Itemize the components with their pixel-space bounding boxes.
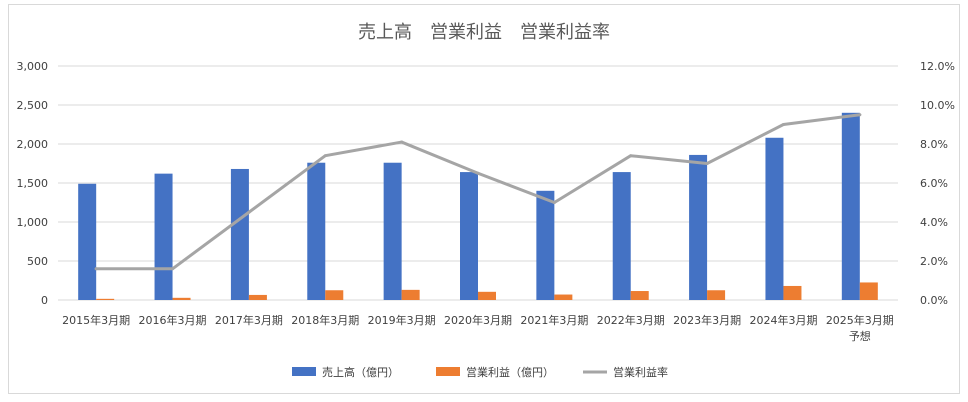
x-tick-label: 2023年3月期 xyxy=(673,313,741,327)
left-tick-label: 500 xyxy=(27,255,48,268)
bars-group xyxy=(78,112,878,300)
sales-bar xyxy=(689,154,708,300)
chart-title: 売上高 営業利益 営業利益率 xyxy=(358,22,610,43)
legend-label: 営業利益率 xyxy=(613,365,668,379)
operating-profit-bar xyxy=(172,297,191,300)
sales-bar xyxy=(460,172,478,300)
operating-margin-point xyxy=(629,154,633,158)
operating-profit-bar xyxy=(630,291,649,300)
x-tick-label: 2024年3月期 xyxy=(749,313,817,327)
gridlines xyxy=(58,65,898,301)
legend-swatch xyxy=(436,367,460,376)
left-tick-label: 1,000 xyxy=(17,216,49,229)
left-axis-ticks: 0 500 1,000 1,500 2,000 2,500 3,000 xyxy=(17,60,49,307)
x-tick-label: 2018年3月期 xyxy=(291,313,359,327)
legend-label: 売上高（億円） xyxy=(322,365,399,379)
right-tick-label: 0.0% xyxy=(920,294,948,307)
legend-label: 営業利益（億円） xyxy=(466,365,554,379)
x-axis-ticks: 2015年3月期 2016年3月期 2017年3月期 2018年3月期 2019年3月期… xyxy=(62,313,894,343)
operating-margin-point xyxy=(858,113,862,117)
left-tick-label: 2,000 xyxy=(17,138,49,151)
left-tick-label: 1,500 xyxy=(17,177,49,190)
x-tick-label: 2016年3月期 xyxy=(139,313,207,327)
x-tick-label: 2021年3月期 xyxy=(520,313,588,327)
right-tick-label: 12.0% xyxy=(920,60,955,73)
legend: 売上高（億円） 営業利益（億円） 営業利益率 xyxy=(292,365,668,379)
operating-profit-bar xyxy=(325,290,344,300)
sales-bar xyxy=(78,183,97,300)
right-tick-label: 10.0% xyxy=(920,99,955,112)
operating-profit-bar xyxy=(783,285,802,300)
operating-margin-point xyxy=(94,267,98,271)
right-tick-label: 2.0% xyxy=(920,255,948,268)
operating-profit-bar xyxy=(401,289,420,300)
operating-margin-point xyxy=(323,154,327,158)
left-tick-label: 0 xyxy=(41,294,48,307)
operating-margin-point xyxy=(552,201,556,204)
sales-bar xyxy=(536,190,555,300)
sales-bar xyxy=(612,172,631,300)
left-tick-label: 3,000 xyxy=(17,60,49,73)
operating-margin-point xyxy=(476,171,480,175)
operating-profit-bar xyxy=(707,290,726,300)
left-tick-label: 2,500 xyxy=(17,99,49,112)
operating-margin-point xyxy=(400,140,404,144)
operating-margin-point xyxy=(705,162,709,165)
operating-margin-point xyxy=(171,267,175,271)
sales-bar xyxy=(307,162,326,300)
sales-bar xyxy=(230,168,249,300)
right-tick-label: 4.0% xyxy=(920,216,948,229)
x-tick-label: 2017年3月期 xyxy=(215,313,283,327)
legend-swatch xyxy=(292,367,316,376)
operating-profit-bar xyxy=(859,282,878,300)
operating-profit-bar xyxy=(96,298,115,300)
line-group xyxy=(94,113,862,271)
right-axis-ticks: 0.0% 2.0% 4.0% 6.0% 8.0% 10.0% 12.0% xyxy=(920,60,955,307)
x-tick-label: 2022年3月期 xyxy=(597,313,665,327)
operating-profit-bar xyxy=(248,294,267,300)
sales-bar xyxy=(154,173,173,300)
operating-profit-bar xyxy=(554,294,573,300)
x-tick-label: 2019年3月期 xyxy=(368,313,436,327)
operating-margin-point xyxy=(247,210,251,214)
x-tick-label: 2020年3月期 xyxy=(444,313,512,327)
x-tick-label: 2025年3月期予想 xyxy=(826,313,894,343)
sales-bar xyxy=(841,112,860,300)
operating-profit-bar xyxy=(478,291,496,300)
operating-margin-point xyxy=(781,123,785,126)
sales-bar xyxy=(765,137,784,300)
right-tick-label: 8.0% xyxy=(920,138,948,151)
sales-bar xyxy=(383,162,402,300)
right-tick-label: 6.0% xyxy=(920,177,948,190)
x-tick-label: 2015年3月期 xyxy=(62,313,130,327)
